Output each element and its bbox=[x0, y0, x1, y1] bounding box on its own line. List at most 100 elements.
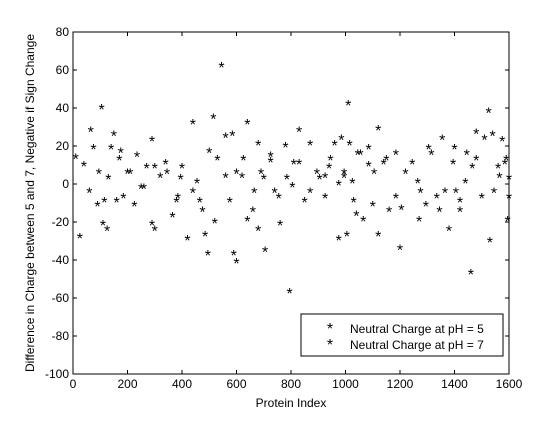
data-point-ph5: * bbox=[346, 138, 352, 155]
data-point-ph5: * bbox=[233, 256, 239, 273]
data-point-ph7: * bbox=[143, 161, 149, 178]
data-point-ph7: * bbox=[164, 167, 170, 184]
y-axis-ticks: -100 -80 -60 -40 -20 0 20 40 60 80 bbox=[45, 25, 509, 381]
data-point-ph7: * bbox=[178, 172, 184, 189]
data-point-ph5: * bbox=[314, 167, 320, 184]
y-tick-label: -40 bbox=[52, 253, 70, 267]
data-point-ph7: * bbox=[355, 148, 361, 165]
data-point-ph7: * bbox=[495, 161, 501, 178]
y-tick-label: -20 bbox=[52, 215, 70, 229]
data-point-ph7: * bbox=[423, 199, 429, 216]
data-point-ph5: * bbox=[344, 229, 350, 246]
data-point-ph7: * bbox=[94, 199, 100, 216]
data-point-ph7: * bbox=[214, 153, 220, 170]
y-tick-label: 60 bbox=[56, 63, 70, 77]
data-point-ph7: * bbox=[393, 148, 399, 165]
data-point-ph7: * bbox=[428, 148, 434, 165]
data-point-ph7: * bbox=[149, 134, 155, 151]
data-point-ph5: * bbox=[366, 159, 372, 176]
data-point-ph7: * bbox=[503, 153, 509, 170]
x-tick-label: 1600 bbox=[496, 377, 523, 391]
data-point-ph5: * bbox=[307, 186, 313, 203]
data-point-ph5: * bbox=[251, 186, 257, 203]
data-point-ph7: * bbox=[457, 195, 463, 212]
x-axis-ticks: 0 200 400 600 800 1000 1200 1400 1600 bbox=[70, 32, 523, 391]
data-point-ph7: * bbox=[227, 195, 233, 212]
y-tick-label: 20 bbox=[56, 139, 70, 153]
data-point-ph7: * bbox=[239, 170, 245, 187]
data-point-ph5: * bbox=[341, 170, 347, 187]
data-point-ph7: * bbox=[157, 170, 163, 187]
data-point-ph5: * bbox=[502, 157, 508, 174]
data-point-ph5: * bbox=[289, 180, 295, 197]
data-point-ph5: * bbox=[276, 191, 282, 208]
data-point-ph7: * bbox=[336, 233, 342, 250]
data-point-ph5: * bbox=[163, 157, 169, 174]
data-point-ph5: * bbox=[206, 146, 212, 163]
data-point-ph7: * bbox=[366, 142, 372, 159]
data-point-ph5: * bbox=[505, 214, 511, 231]
data-point-ph7: * bbox=[409, 157, 415, 174]
data-point-ph7: * bbox=[233, 167, 239, 184]
data-point-ph5: * bbox=[322, 170, 328, 187]
data-point-ph7: * bbox=[331, 138, 337, 155]
data-point-ph7: * bbox=[190, 117, 196, 134]
data-point-ph7: * bbox=[386, 205, 392, 222]
data-point-ph7: * bbox=[267, 149, 273, 166]
data-point-ph5: * bbox=[108, 142, 114, 159]
legend-marker-ph5: * bbox=[327, 321, 333, 338]
data-point-ph5: * bbox=[496, 170, 502, 187]
data-point-ph5: * bbox=[190, 186, 196, 203]
data-point-ph7: * bbox=[307, 138, 313, 155]
legend-box bbox=[300, 313, 504, 357]
data-point-ph7: * bbox=[194, 176, 200, 193]
x-tick-label: 0 bbox=[70, 377, 77, 391]
data-point-ph5: * bbox=[202, 229, 208, 246]
data-markers: ************ ********************* **** ***… bbox=[73, 60, 513, 358]
data-point-ph5: * bbox=[212, 216, 218, 233]
data-point-ph7: * bbox=[272, 186, 278, 203]
data-point-ph5: * bbox=[415, 176, 421, 193]
data-point-ph7: * bbox=[434, 191, 440, 208]
data-point-ph7: * bbox=[73, 151, 79, 168]
data-point-ph7: * bbox=[261, 172, 267, 189]
data-point-ph7: * bbox=[375, 123, 381, 140]
data-point-ph5: * bbox=[357, 148, 363, 165]
data-point-ph7: * bbox=[210, 111, 216, 128]
data-point-ph5: * bbox=[481, 132, 487, 149]
data-point-ph7: * bbox=[152, 224, 158, 241]
data-point-ph5: * bbox=[255, 224, 261, 241]
y-tick-label: 80 bbox=[56, 25, 70, 39]
data-point-ph5: * bbox=[88, 125, 94, 142]
data-point-ph5: * bbox=[118, 146, 124, 163]
x-tick-label: 600 bbox=[226, 377, 246, 391]
data-point-ph5: * bbox=[197, 195, 203, 212]
data-point-ph7: * bbox=[184, 233, 190, 250]
data-point-ph5: * bbox=[336, 178, 342, 195]
data-point-ph5: * bbox=[442, 186, 448, 203]
data-point-ph5: * bbox=[100, 218, 106, 235]
data-point-ph5: * bbox=[490, 129, 496, 146]
data-point-ph5: * bbox=[240, 153, 246, 170]
data-point-ph5: * bbox=[326, 161, 332, 178]
data-point-ph5: * bbox=[141, 182, 147, 199]
data-point-ph5: * bbox=[349, 176, 355, 193]
data-point-ph5: * bbox=[222, 170, 228, 187]
data-point-ph5: * bbox=[393, 191, 399, 208]
data-point-ph5: * bbox=[353, 208, 359, 225]
legend-marker-ph7: * bbox=[327, 337, 333, 354]
data-point-ph7: * bbox=[127, 167, 133, 184]
data-point-ph5: * bbox=[113, 195, 119, 212]
data-point-ph5: * bbox=[231, 248, 237, 265]
data-point-ph7: * bbox=[134, 149, 140, 166]
data-point-ph7: * bbox=[116, 153, 122, 170]
legend-label-ph7: Neutral Charge at pH = 7 bbox=[350, 338, 484, 352]
data-point-ph5: * bbox=[149, 218, 155, 235]
x-tick-label: 400 bbox=[172, 377, 192, 391]
data-point-ph7: * bbox=[199, 205, 205, 222]
data-point-ph7: * bbox=[506, 172, 512, 189]
data-point-ph5: * bbox=[175, 191, 181, 208]
data-point-ph7: * bbox=[479, 191, 485, 208]
